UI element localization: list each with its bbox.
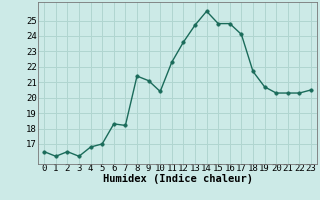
X-axis label: Humidex (Indice chaleur): Humidex (Indice chaleur)	[103, 174, 252, 184]
